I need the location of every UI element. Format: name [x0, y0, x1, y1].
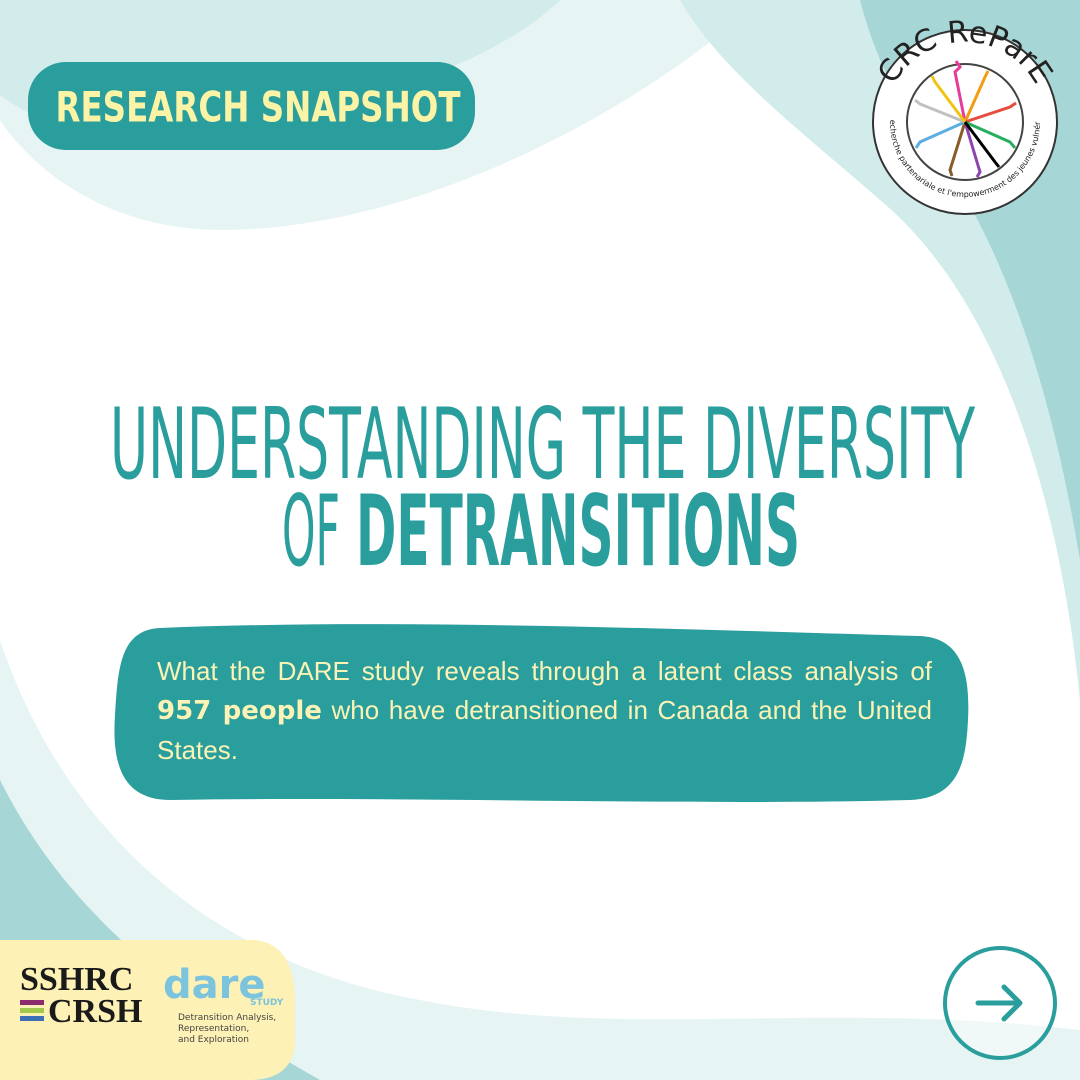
study-name: Representation, — [178, 1024, 249, 1034]
logo-inner — [906, 63, 1024, 181]
badge-text: RESEARCH SNAPSHOT — [56, 83, 461, 132]
summary-box — [114, 624, 969, 802]
funder-bar — [20, 1008, 44, 1013]
title-prefix: OF — [282, 475, 340, 589]
summary-text: What the DARE study reveals through a la… — [157, 652, 932, 770]
study-word: STUDY — [250, 998, 284, 1008]
study-name: Detransition Analysis, — [178, 1013, 276, 1023]
footer-panel — [0, 940, 295, 1080]
funder-bar — [20, 1000, 44, 1005]
next-arrow[interactable] — [975, 984, 1023, 1022]
summary-after: who have detransitioned in Canada and th… — [157, 695, 932, 765]
funder-en: SSHRC — [20, 961, 133, 998]
badge-box — [28, 62, 475, 150]
study-name: and Exploration — [178, 1035, 249, 1045]
summary-before: What the DARE study reveals through a la… — [157, 656, 932, 686]
logo-profiles — [914, 60, 1017, 178]
title-line1: UNDERSTANDING THE DIVERSITY — [110, 388, 976, 502]
funder-fr: CRSH — [48, 993, 142, 1030]
title-emphasis: DETRANSITIONS — [356, 475, 800, 589]
summary-emphasis: 957 people — [157, 696, 322, 726]
study-logo: dare — [163, 962, 265, 1008]
next-button[interactable] — [943, 946, 1057, 1060]
funder-bar — [20, 1016, 44, 1021]
